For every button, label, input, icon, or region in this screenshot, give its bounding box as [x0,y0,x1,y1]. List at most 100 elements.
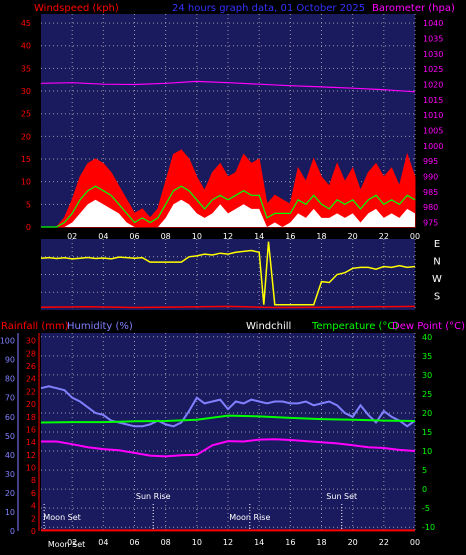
rainfall-tick-label: 24 [26,375,36,384]
temperature-plot-axes: -10-505101520253035400102030405060708090… [0,333,435,549]
wind-speed-trace [40,305,416,309]
barometer-tick-label: 1005 [423,126,443,135]
time-tick-label: 18 [316,232,326,241]
humidity-tick-label: 20 [5,489,15,498]
temperature-plot-series [40,385,416,532]
barometer-tick-label: 1035 [423,35,443,44]
windspeed-tick-label: 45 [21,19,31,28]
humidity-tick-label: 30 [5,470,15,479]
compass-label: E [434,239,440,250]
temperature-tick-label: 15 [422,428,432,437]
temperature-tick-label: 0 [422,485,427,494]
astro-event-label: Sun Set [326,492,357,501]
temperature-tick-label: -5 [422,504,430,513]
wind-direction-plot-area [41,239,415,310]
rainfall-tick-label: 22 [26,387,36,396]
windchill-axis-title: Windchill [246,321,291,332]
temperature-tick-label: 40 [422,333,432,342]
time-tick-label: 04 [98,538,108,547]
humidity-tick-label: 50 [5,432,15,441]
humidity-tick-label: 40 [5,451,15,460]
barometer-tick-label: 1040 [423,19,443,28]
temperature-tick-label: 10 [422,447,432,456]
astro-event-label: Moon Set [43,513,80,522]
rainfall-tick-label: 10 [26,464,36,473]
time-tick-label: 08 [161,232,171,241]
temperature-plot-grid [41,333,416,531]
windspeed-tick-label: 0 [26,223,31,232]
time-tick-label: 14 [254,232,264,241]
humidity-axis-title: Humidity (%) [67,321,133,332]
time-tick-label: 22 [379,538,389,547]
barometer-tick-label: 990 [423,172,438,181]
barometer-tick-label: 1010 [423,111,443,120]
barometer-tick-label: 980 [423,203,438,212]
time-tick-label: 06 [129,232,139,241]
barometer-tick-label: 1030 [423,50,443,59]
windspeed-tick-label: 40 [21,42,31,51]
rainfall-tick-label: 20 [26,400,36,409]
windspeed-tick-label: 5 [26,200,31,209]
humidity-tick-label: 0 [10,527,15,536]
time-tick-label: 16 [285,232,295,241]
time-tick-label: 08 [161,538,171,547]
wind-plot-series [40,80,416,228]
wind-direction-series [40,241,416,309]
humidity-tick-label: 70 [5,394,15,403]
chart-title: 24 hours graph data, 01 October 2025 [172,3,365,14]
time-tick-label: 20 [348,538,358,547]
average-windspeed-line [41,185,416,228]
windspeed-tick-label: 30 [21,87,31,96]
rainfall-tick-label: 12 [26,451,36,460]
humidity-tick-label: 90 [5,356,15,365]
rainfall-tick-label: 2 [31,514,36,523]
humidity-tick-label: 100 [0,337,15,346]
temperature-axis-title: Temperature (°C) [311,321,398,332]
rainfall-tick-label: 14 [26,438,36,447]
barometer-tick-label: 995 [423,157,438,166]
time-tick-label: 18 [316,538,326,547]
compass-label: W [432,274,442,285]
time-tick-label: 10 [192,232,202,241]
windspeed-tick-label: 10 [21,178,31,187]
barometer-tick-label: 1015 [423,96,443,105]
time-tick-label: 14 [254,538,264,547]
time-tick-label: 16 [285,538,295,547]
windspeed-area [41,149,416,228]
time-tick-label: 02 [67,538,77,547]
barometer-tick-label: 985 [423,188,438,197]
humidity-tick-label: 10 [5,508,15,517]
rainfall-tick-label: 4 [31,502,36,511]
wind-direction-line [40,241,416,306]
windspeed-tick-label: 35 [21,64,31,73]
temperature-tick-label: 20 [422,409,432,418]
rainfall-tick-label: 0 [31,527,36,536]
time-tick-label: 02 [67,232,77,241]
lowest-windspeed-area [41,199,415,227]
time-tick-label: 00 [410,232,420,241]
rainfall-tick-label: 18 [26,413,36,422]
rainfall-tick-label: 30 [26,337,36,346]
time-tick-label: 22 [379,232,389,241]
astro-event-label: Moon Set [48,540,85,549]
humidity-tick-label: 60 [5,413,15,422]
temperature-tick-label: 5 [422,466,427,475]
rainfall-tick-label: 16 [26,425,36,434]
time-tick-label: 10 [192,538,202,547]
barometer-tick-label: 975 [423,218,438,227]
barometer-axis-title: Barometer (hpa) [372,3,455,14]
barometer-tick-label: 1020 [423,80,443,89]
temperature-tick-label: -10 [422,523,435,532]
rainfall-tick-label: 6 [31,489,36,498]
time-tick-label: 06 [129,538,139,547]
rainfall-tick-label: 26 [26,362,36,371]
rainfall-axis-title: Rainfall (mm) [1,321,69,332]
dewpoint-line [41,438,416,458]
barometer-tick-label: 1025 [423,65,443,74]
time-tick-label: 20 [348,232,358,241]
compass-label: N [433,257,440,268]
humidity-tick-label: 80 [5,375,15,384]
temperature-line [40,414,416,424]
